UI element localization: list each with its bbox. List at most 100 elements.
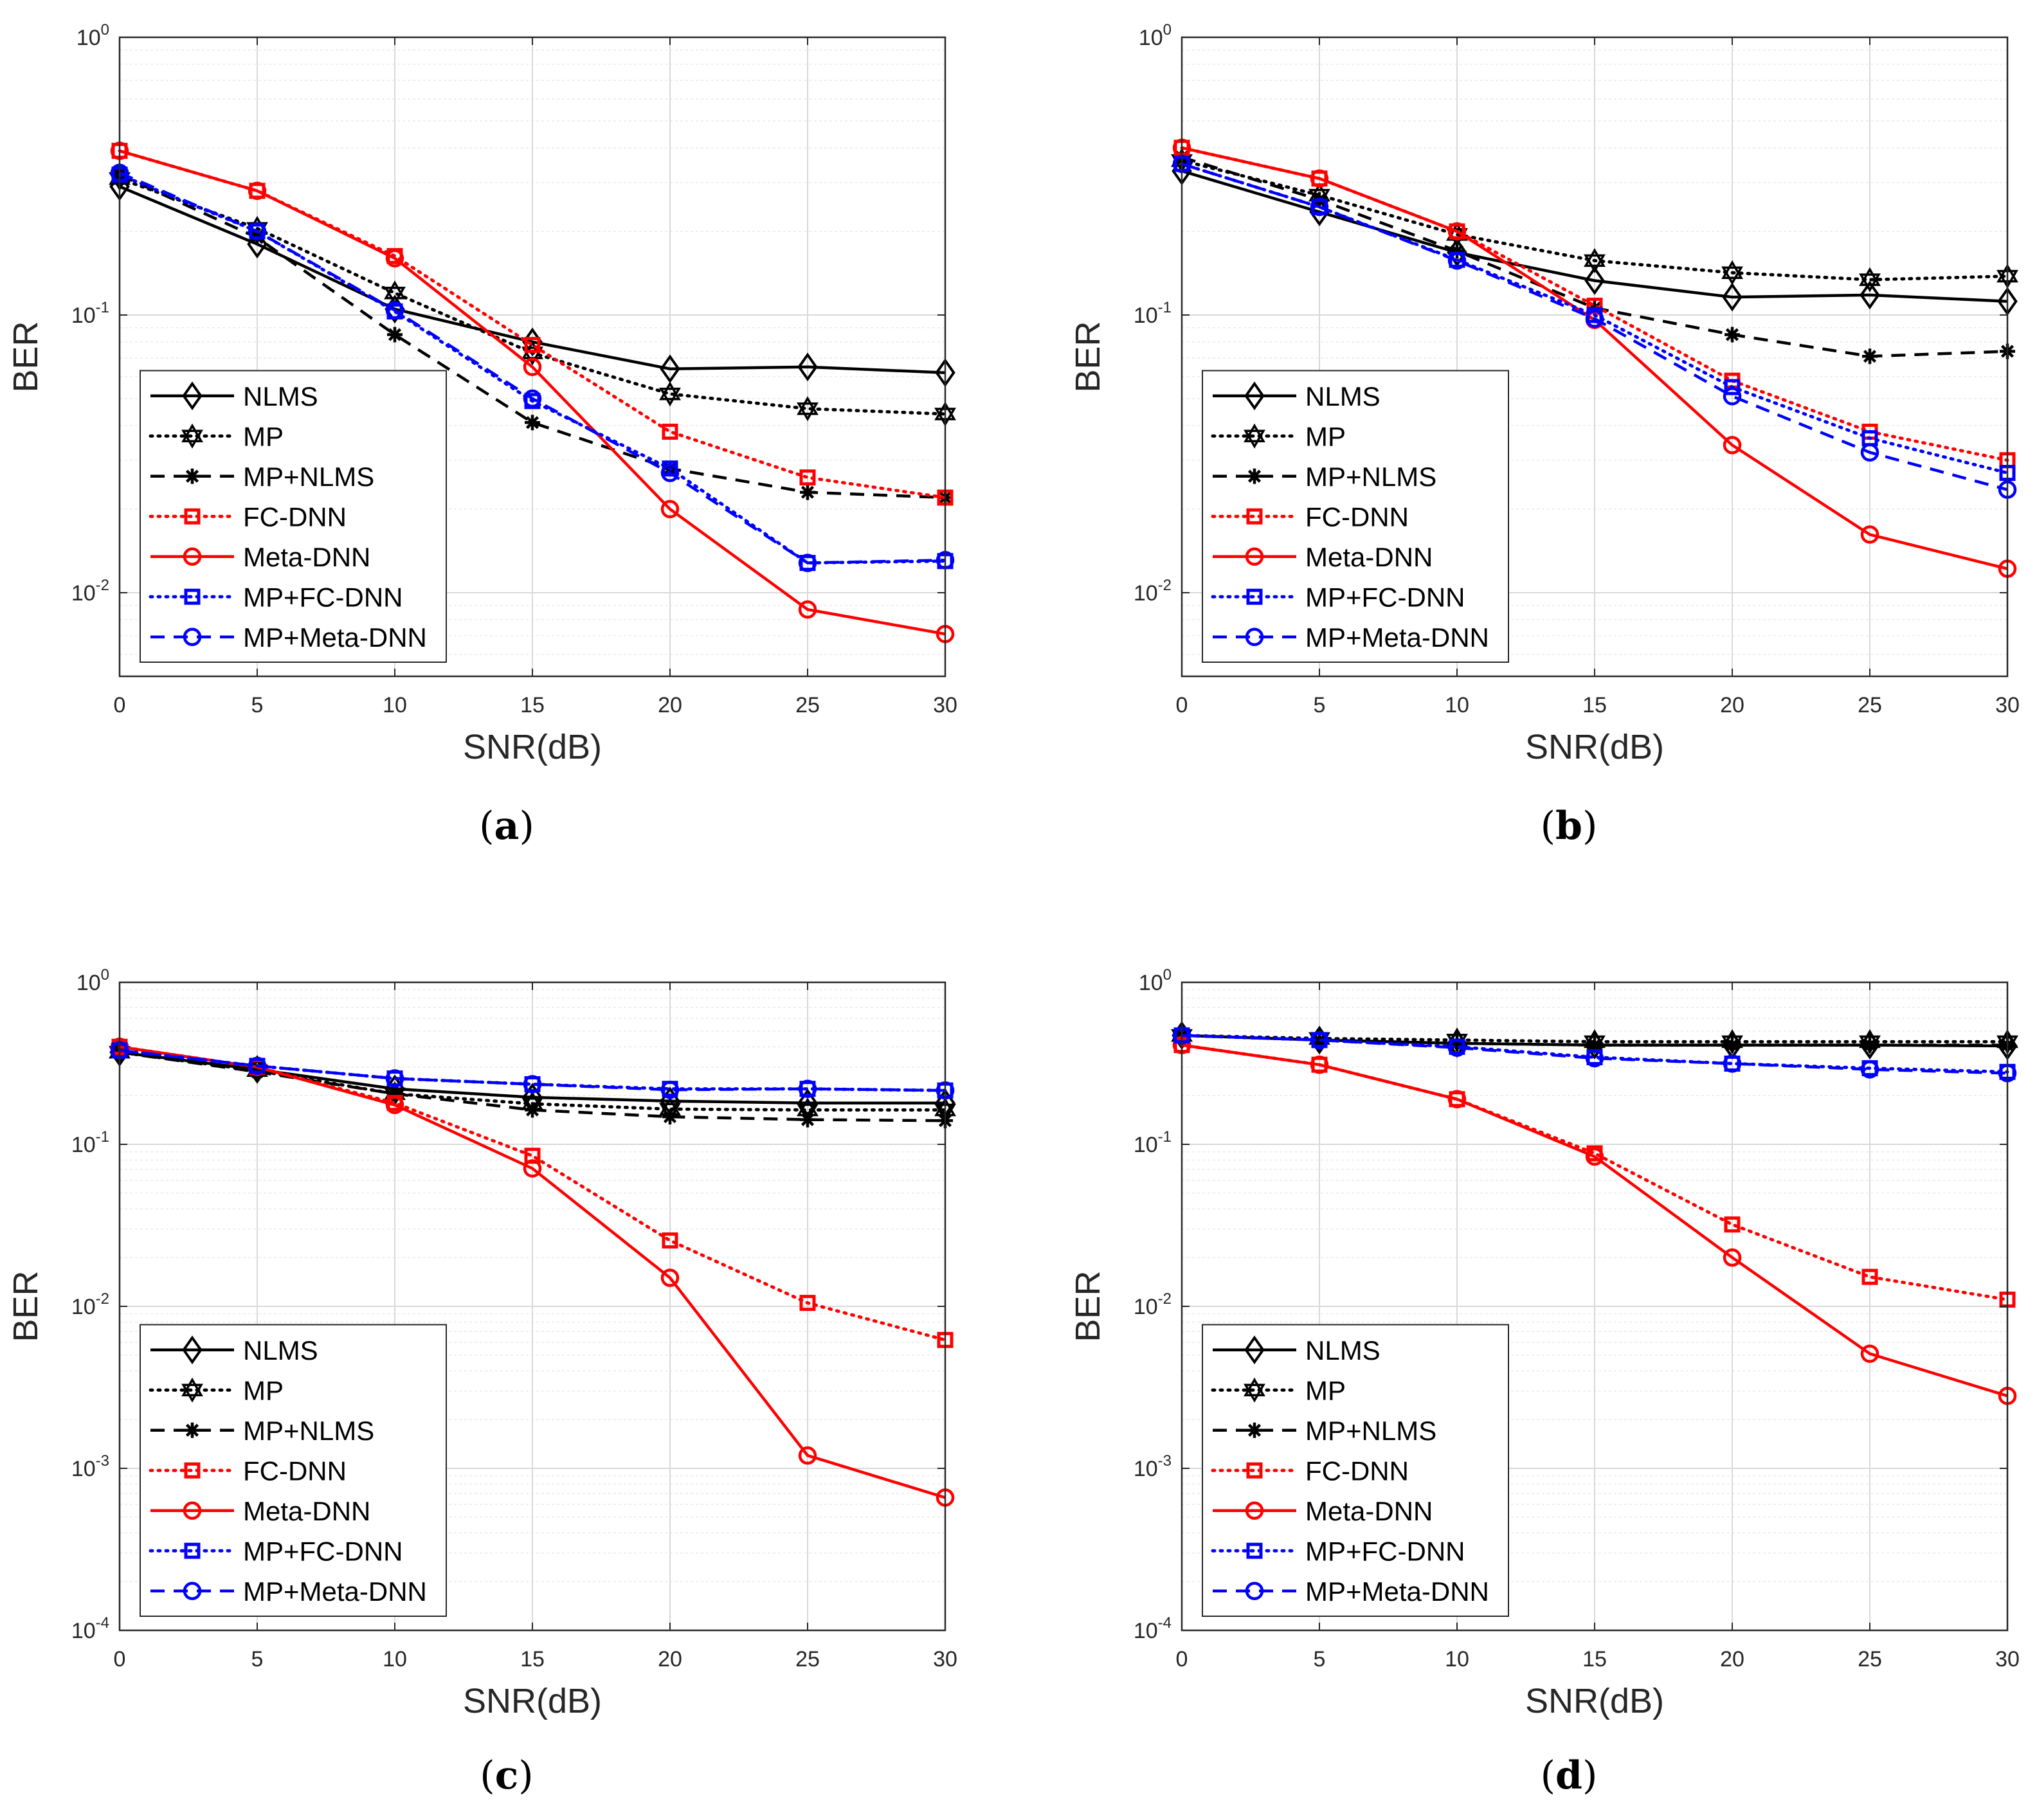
- x-axis-label: SNR(dB): [1525, 728, 1664, 766]
- series-mp-fc-dnn-marker: [1724, 379, 1741, 395]
- y-tick-label: 10-4: [71, 1614, 109, 1643]
- series-mp-meta-dnn-marker: [1310, 197, 1329, 217]
- legend: NLMS MP MP+NLMS FC-DNN Meta-DNN MP+FC-DNN MP+M…: [1202, 1324, 1509, 1617]
- series-mp-nlms-marker: [662, 1109, 678, 1125]
- x-tick-label: 30: [1995, 1647, 2020, 1671]
- series-mp-meta-dnn-marker: [1310, 1031, 1329, 1050]
- legend-marker: [1247, 1422, 1262, 1438]
- series-meta-dnn-marker: [1447, 1090, 1467, 1109]
- x-tick-label: 30: [1995, 693, 2020, 717]
- y-tick-exponent: -1: [1158, 1128, 1172, 1146]
- series-fc-dnn-marker: [662, 1232, 678, 1249]
- series-meta-dnn-marker: [1585, 1147, 1604, 1166]
- legend-entry-mp: MP: [1211, 421, 1346, 451]
- legend-entry-mp-nlms: MP+NLMS: [1213, 462, 1436, 492]
- legend-entry-nlms: NLMS: [1213, 1335, 1381, 1365]
- legend-entry-mp-nlms: MP+NLMS: [150, 1416, 374, 1446]
- y-axis-label: BER: [1069, 321, 1107, 392]
- legend-marker: [1245, 627, 1264, 646]
- series-mp-marker: [1721, 260, 1743, 285]
- chart-d: 0 5 10 15 20 25 30 100 10-1 10-2 10-3 10-4 SNR(dB) BE…: [1069, 966, 2020, 1798]
- legend-label: MP+FC-DNN: [1305, 1536, 1465, 1566]
- series-mp-nlms-marker: [387, 1086, 403, 1102]
- legend-label: MP: [1305, 421, 1346, 451]
- y-tick-label: 10-1: [1134, 1128, 1172, 1157]
- panel-caption-letter: d: [1555, 1753, 1582, 1798]
- y-axis-label: BER: [6, 1270, 45, 1342]
- series-mp-nlms-marker: [1862, 1037, 1878, 1053]
- series-mp-meta-dnn-marker: [660, 464, 680, 482]
- legend-entry-mp-fc-dnn: MP+FC-DNN: [1211, 582, 1465, 612]
- legend-label: MP+NLMS: [243, 462, 374, 492]
- series-mp-marker: [797, 396, 819, 422]
- series-meta-dnn-marker: [248, 181, 267, 201]
- legend-label: MP+FC-DNN: [243, 1536, 403, 1566]
- legend-marker: [1247, 468, 1262, 484]
- legend-entry-mp: MP: [149, 421, 284, 451]
- legend-label: MP: [243, 421, 284, 451]
- y-tick-exponent: -4: [96, 1614, 109, 1632]
- x-axis-ticks: 0 5 10 15 20 25 30: [114, 37, 957, 717]
- x-tick-label: 5: [251, 693, 264, 717]
- y-tick-exponent: -1: [1158, 299, 1172, 316]
- x-tick-label: 25: [795, 1647, 820, 1671]
- series-mp-meta-dnn-marker: [523, 389, 542, 408]
- x-tick-label: 10: [383, 693, 407, 717]
- series-meta-dnn-marker: [1310, 169, 1329, 188]
- legend-label: MP+Meta-DNN: [1305, 1576, 1489, 1607]
- y-tick-exponent: -3: [96, 1452, 109, 1470]
- y-tick-label: 100: [1139, 966, 1172, 995]
- legend-label: FC-DNN: [243, 501, 347, 532]
- legend-marker: [181, 423, 203, 449]
- series-mp-nlms-marker: [387, 327, 403, 343]
- series-mp-nlms-marker: [525, 1102, 540, 1118]
- legend-marker: [1245, 1501, 1264, 1520]
- series-meta-dnn-marker: [798, 1446, 817, 1465]
- series-mp-meta-dnn-marker: [1447, 251, 1467, 270]
- y-tick-label: 10-2: [1134, 577, 1172, 606]
- panel-caption-letter: a: [494, 804, 520, 849]
- legend-entry-mp-meta-dnn: MP+Meta-DNN: [150, 622, 427, 653]
- x-tick-label: 5: [1314, 693, 1326, 717]
- series-mp-meta-dnn-marker: [1723, 1054, 1742, 1073]
- y-axis-label: BER: [1069, 1270, 1107, 1342]
- series-mp-nlms-marker: [800, 1112, 815, 1128]
- x-tick-label: 10: [383, 1647, 407, 1671]
- x-tick-label: 10: [1445, 693, 1469, 717]
- legend-marker: [184, 588, 201, 605]
- series-nlms-marker: [1584, 266, 1605, 295]
- series-group: [109, 141, 956, 644]
- x-tick-label: 10: [1445, 1647, 1469, 1671]
- x-tick-label: 30: [933, 1647, 957, 1671]
- legend-entry-nlms: NLMS: [150, 381, 318, 411]
- y-tick-label: 10-4: [1134, 1614, 1172, 1643]
- legend-label: Meta-DNN: [1305, 1496, 1433, 1526]
- series-mp-marker: [659, 381, 681, 407]
- series-mp-nlms-marker: [1725, 327, 1740, 343]
- series-mp-meta-dnn-marker: [385, 1069, 404, 1088]
- legend-entry-fc-dnn: FC-DNN: [149, 501, 347, 532]
- legend-marker: [1246, 1542, 1263, 1559]
- series-meta-dnn-marker: [660, 1268, 680, 1287]
- y-tick-exponent: -2: [96, 1290, 109, 1308]
- series-nlms-marker: [1722, 282, 1743, 312]
- series-mp-nlms-marker: [800, 484, 815, 500]
- panel-caption-letter: b: [1555, 804, 1582, 849]
- legend-entry-mp-fc-dnn: MP+FC-DNN: [149, 1536, 403, 1566]
- series-mp-meta-dnn-marker: [660, 1080, 680, 1099]
- series-mp-nlms-marker: [1449, 1035, 1465, 1051]
- series-nlms-marker: [1860, 280, 1880, 310]
- series-mp-meta-dnn-line: [1181, 162, 2008, 491]
- panel-caption: (d): [1541, 1753, 1598, 1798]
- x-tick-label: 20: [658, 693, 682, 717]
- legend-label: MP+FC-DNN: [1305, 582, 1465, 612]
- legend-marker: [1244, 381, 1265, 411]
- x-axis-ticks: 0 5 10 15 20 25 30: [1176, 982, 2020, 1671]
- legend-marker: [182, 1335, 203, 1365]
- x-tick-label: 0: [114, 693, 126, 717]
- legend-label: Meta-DNN: [243, 542, 370, 572]
- series-group: [109, 1038, 956, 1507]
- legend-marker: [1246, 508, 1263, 525]
- y-tick-exponent: -2: [96, 577, 109, 594]
- series-nlms-marker: [247, 230, 267, 259]
